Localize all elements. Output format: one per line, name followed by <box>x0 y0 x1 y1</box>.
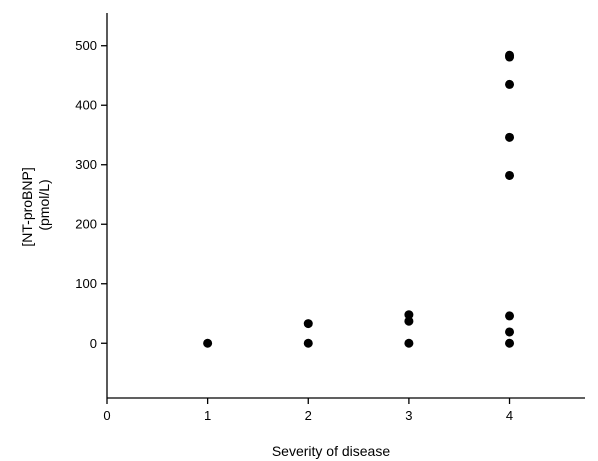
data-point <box>303 319 313 329</box>
data-point <box>505 79 515 89</box>
data-point <box>203 338 213 348</box>
x-tick-label: 4 <box>506 408 513 423</box>
x-axis-title: Severity of disease <box>272 443 390 459</box>
data-point <box>505 338 515 348</box>
data-point <box>303 338 313 348</box>
y-axis-title: [NT-proBNP] (pmol/L) <box>19 163 52 246</box>
data-points <box>203 50 515 348</box>
data-point <box>404 338 414 348</box>
data-point <box>505 311 515 321</box>
x-tick-label: 1 <box>204 408 211 423</box>
x-tick-label: 3 <box>405 408 412 423</box>
data-point <box>505 327 515 337</box>
y-axis-title-line-2: (pmol/L) <box>36 179 52 230</box>
y-tick-label: 200 <box>75 217 97 232</box>
y-tick-label: 100 <box>75 276 97 291</box>
x-axis-ticks: 0 1 2 3 4 <box>103 398 513 423</box>
data-point <box>404 316 414 326</box>
y-axis-ticks: 0 100 200 300 400 500 <box>75 38 107 351</box>
x-tick-label: 2 <box>305 408 312 423</box>
axes <box>106 13 585 399</box>
y-tick-label: 0 <box>90 336 97 351</box>
x-tick-label: 0 <box>103 408 110 423</box>
y-axis-title-line-1: [NT-proBNP] <box>19 167 35 246</box>
y-tick-label: 500 <box>75 38 97 53</box>
y-tick-label: 300 <box>75 157 97 172</box>
data-point <box>404 310 414 320</box>
data-point <box>505 132 515 142</box>
data-point <box>505 170 515 180</box>
data-point <box>505 50 515 60</box>
y-tick-label: 400 <box>75 98 97 113</box>
